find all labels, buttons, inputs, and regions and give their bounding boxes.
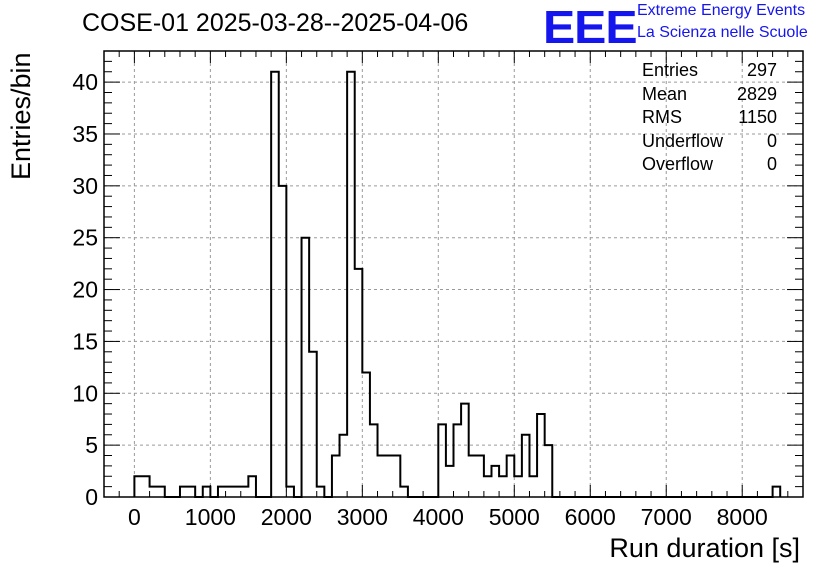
- x-axis-label: Run duration [s]: [609, 533, 800, 563]
- x-tick-label: 5000: [489, 504, 540, 530]
- chart-title: COSE-01 2025-03-28--2025-04-06: [82, 9, 469, 37]
- y-tick-label: 5: [85, 432, 98, 458]
- stat-overflow: Overflow 0: [642, 153, 777, 177]
- stat-entries: Entries 297: [642, 59, 777, 83]
- eee-logo: EEE: [543, 1, 638, 53]
- stat-underflow: Underflow 0: [642, 130, 777, 154]
- stat-value: 297: [746, 60, 777, 80]
- y-tick-label: 10: [72, 380, 98, 406]
- x-tick-label: 4000: [413, 504, 464, 530]
- y-tick-label: 40: [72, 69, 98, 95]
- x-tick-label: 2000: [261, 504, 312, 530]
- stat-label: Entries: [642, 60, 699, 80]
- y-tick-label: 25: [72, 225, 98, 251]
- stat-value: 2829: [736, 83, 777, 104]
- stat-value: 1150: [738, 107, 777, 127]
- y-tick-label: 35: [72, 121, 98, 147]
- y-tick-label: 30: [72, 173, 98, 199]
- grid-lines: [104, 51, 803, 497]
- y-tick-label: 20: [72, 277, 98, 303]
- stat-label: Overflow: [642, 154, 714, 174]
- logo-text-line2: La Scienza nelle Scuole: [637, 24, 808, 41]
- stat-value: 0: [766, 154, 777, 174]
- x-tick-label: 0: [128, 504, 141, 530]
- x-tick-label: 7000: [641, 504, 692, 530]
- y-tick-label: 0: [85, 484, 98, 510]
- stat-label: RMS: [642, 107, 682, 127]
- stat-rms: RMS 1150: [642, 106, 777, 130]
- logo-text-line1: Extreme Energy Events: [637, 2, 806, 19]
- x-tick-label: 8000: [717, 504, 768, 530]
- axes: [103, 50, 804, 498]
- y-axis-label: Entries/bin: [6, 52, 36, 180]
- stat-label: Underflow: [642, 130, 724, 151]
- x-tick-label: 6000: [565, 504, 616, 530]
- x-tick-label: 3000: [337, 504, 388, 530]
- y-tick-label: 15: [72, 328, 98, 354]
- stat-value: 0: [766, 130, 777, 151]
- stat-label: Mean: [642, 83, 688, 104]
- x-tick-label: 1000: [185, 504, 236, 530]
- stat-mean: Mean 2829: [642, 83, 777, 107]
- tick-labels: 0 1000 2000 3000 4000 5000 6000 7000 8000 0 5 10 15 2…: [72, 69, 767, 530]
- stats-box: Entries 297 Mean 2829 RMS 1150 Underflow 0 O…: [642, 59, 777, 177]
